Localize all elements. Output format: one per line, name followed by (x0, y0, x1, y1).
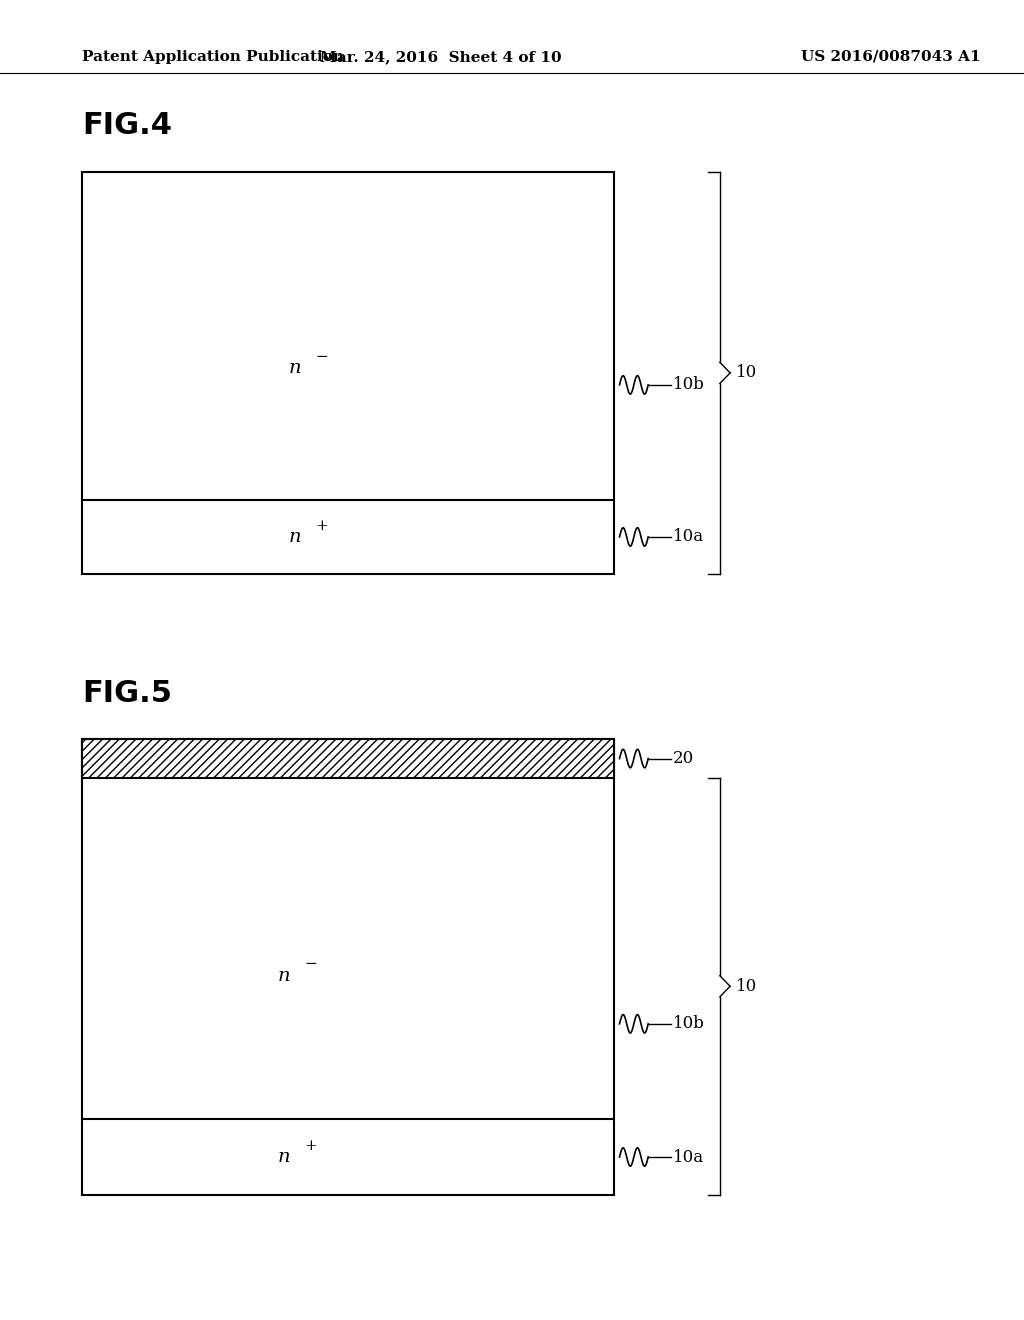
Bar (82, 739, 614, 777)
Text: −: − (315, 350, 328, 363)
Text: 20: 20 (673, 750, 694, 767)
Text: 10b: 10b (673, 376, 705, 393)
Text: 10a: 10a (673, 1148, 703, 1166)
Text: 10a: 10a (673, 528, 703, 545)
Bar (82, 172, 614, 574)
Text: +: + (305, 1139, 317, 1154)
Bar (82, 739, 614, 1195)
Text: n: n (278, 968, 291, 985)
Text: 10b: 10b (673, 1015, 705, 1032)
Text: −: − (305, 957, 317, 972)
Text: n: n (289, 528, 301, 546)
Text: FIG.4: FIG.4 (82, 111, 172, 140)
Text: US 2016/0087043 A1: US 2016/0087043 A1 (801, 50, 981, 63)
Text: 10: 10 (736, 364, 758, 381)
Text: Patent Application Publication: Patent Application Publication (82, 50, 344, 63)
Text: +: + (315, 519, 328, 533)
Text: Mar. 24, 2016  Sheet 4 of 10: Mar. 24, 2016 Sheet 4 of 10 (319, 50, 561, 63)
Text: FIG.5: FIG.5 (82, 678, 172, 708)
Text: 10: 10 (736, 978, 758, 995)
Text: n: n (289, 359, 301, 378)
Text: n: n (278, 1148, 291, 1166)
